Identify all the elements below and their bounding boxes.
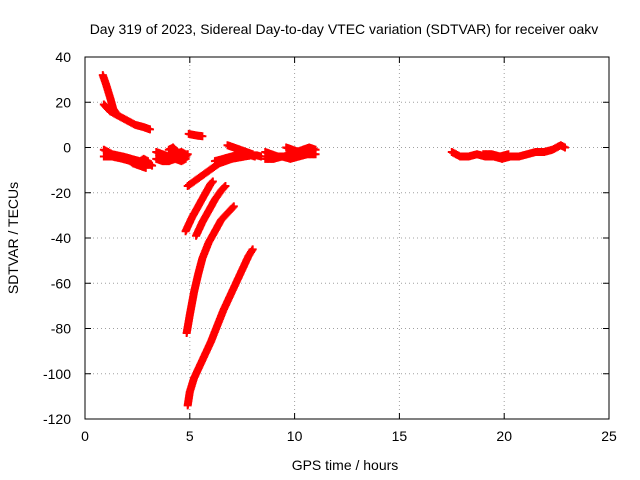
data-point-marker bbox=[229, 202, 238, 211]
series-arc-14 bbox=[181, 177, 217, 236]
series-arc-5 bbox=[122, 154, 150, 172]
x-axis-label: GPS time / hours bbox=[292, 457, 399, 473]
grid-lines bbox=[85, 57, 609, 419]
series-arc-17 bbox=[183, 245, 257, 410]
data-point-marker bbox=[182, 151, 191, 160]
x-tick-label: 15 bbox=[392, 428, 408, 444]
chart-title: Day 319 of 2023, Sidereal Day-to-day VTE… bbox=[90, 21, 599, 37]
data-point-marker bbox=[183, 150, 192, 159]
series-arc-13 bbox=[223, 141, 257, 159]
data-point-marker bbox=[143, 157, 152, 166]
data-point-marker bbox=[221, 181, 230, 190]
x-tick-label: 10 bbox=[287, 428, 303, 444]
y-tick-label: -20 bbox=[51, 185, 71, 201]
series-arc-22 bbox=[479, 150, 513, 161]
y-tick-label: 0 bbox=[63, 140, 71, 156]
y-tick-label: -40 bbox=[51, 230, 71, 246]
data-point-marker bbox=[198, 132, 207, 141]
data-point-marker bbox=[208, 177, 217, 186]
y-tick-label: -60 bbox=[51, 275, 71, 291]
axis-ticks: 0 5 10 15 20 25 40 20 0 -20 -40 -60 -80 -100 -120 bbox=[43, 49, 617, 444]
series-arc-20 bbox=[282, 143, 316, 157]
data-point-marker bbox=[504, 150, 513, 159]
x-tick-label: 20 bbox=[496, 428, 512, 444]
x-tick-label: 0 bbox=[81, 428, 89, 444]
x-tick-label: 25 bbox=[601, 428, 617, 444]
data-point-marker bbox=[141, 163, 150, 172]
series-arc-15 bbox=[192, 181, 230, 240]
data-point-marker bbox=[207, 178, 216, 187]
data-point-marker bbox=[248, 150, 257, 159]
y-tick-label: 20 bbox=[55, 94, 71, 110]
data-point-marker bbox=[307, 145, 316, 154]
plot-frame bbox=[84, 56, 610, 420]
y-axis-label: SDTVAR / TECUs bbox=[5, 182, 21, 294]
data-point-marker bbox=[148, 161, 157, 170]
y-tick-label: -120 bbox=[43, 411, 71, 427]
data-point-marker bbox=[248, 245, 257, 254]
data-point-marker bbox=[311, 150, 320, 159]
data-point-marker bbox=[145, 125, 154, 134]
series-arc-2 bbox=[99, 100, 154, 134]
series-arc-10 bbox=[184, 129, 207, 141]
y-tick-label: -100 bbox=[43, 366, 71, 382]
y-tick-label: 40 bbox=[55, 49, 71, 65]
y-tick-label: -80 bbox=[51, 321, 71, 337]
data-point-marker bbox=[228, 203, 237, 212]
data-point-marker bbox=[220, 183, 229, 192]
plot-area bbox=[98, 71, 569, 410]
series-arc-16 bbox=[182, 202, 238, 338]
x-tick-label: 5 bbox=[186, 428, 194, 444]
series-arc-9 bbox=[177, 150, 192, 163]
data-point-marker bbox=[560, 143, 569, 152]
